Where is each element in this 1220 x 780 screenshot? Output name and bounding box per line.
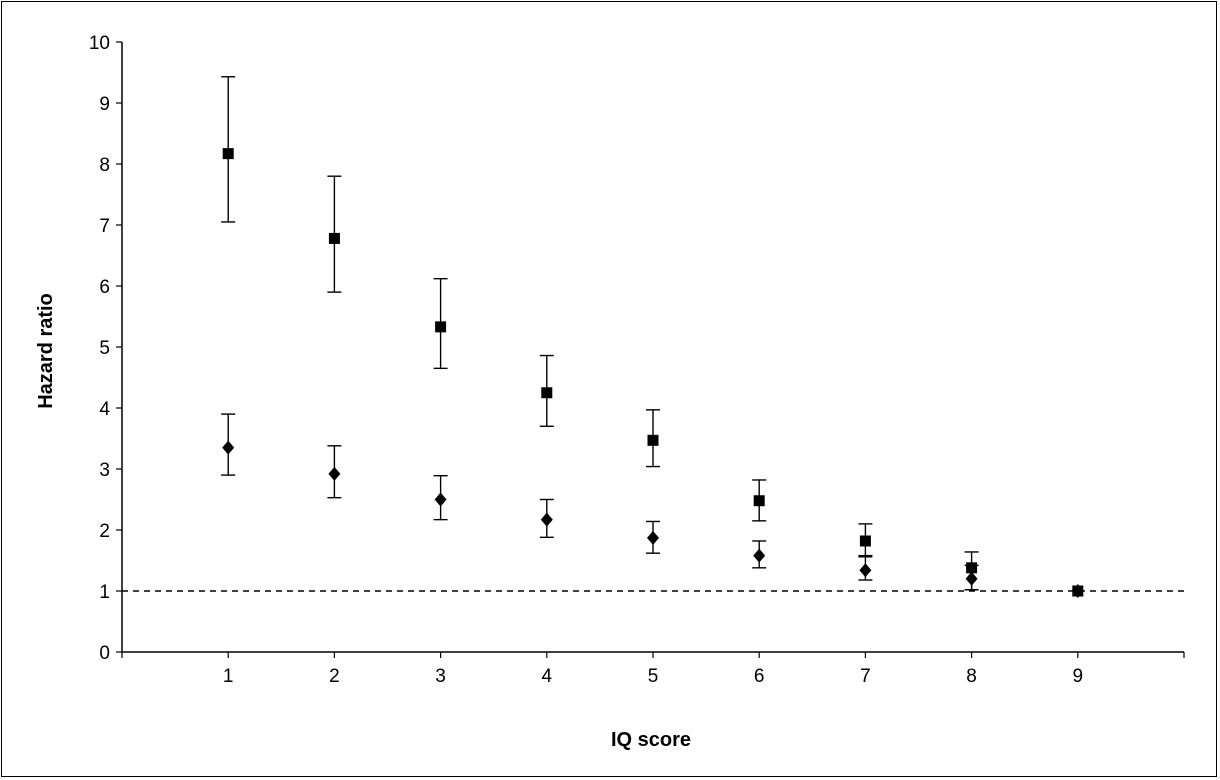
point-diamond: [434, 492, 447, 507]
point-diamond: [859, 563, 872, 578]
point-square: [328, 232, 340, 244]
y-tick-label: 10: [89, 33, 110, 54]
point-square: [435, 321, 447, 333]
y-tick-label: 6: [99, 277, 110, 298]
y-tick-label: 5: [99, 338, 110, 359]
y-tick-label: 9: [99, 94, 110, 115]
y-tick-label: 7: [99, 216, 110, 237]
point-diamond: [753, 548, 766, 563]
x-tick-label: 3: [435, 666, 446, 687]
series-layer: [221, 76, 1084, 598]
y-tick-label: 0: [99, 643, 110, 664]
x-axis-title: IQ score: [611, 729, 691, 751]
point-square: [753, 495, 765, 507]
x-tick-label: 4: [542, 666, 553, 687]
y-tick-label: 8: [99, 155, 110, 176]
y-axis-title: Hazard ratio: [35, 293, 57, 409]
x-tick-label: 5: [648, 666, 659, 687]
point-square: [859, 535, 871, 547]
y-tick-label: 4: [99, 399, 110, 420]
point-diamond: [328, 466, 341, 481]
y-tick-label: 2: [99, 521, 110, 542]
point-square: [541, 387, 553, 399]
point-square: [222, 148, 234, 160]
axes: 0 1 2 3 4 5 6 7 8 9 10 1 2 3 4 5 6 7 8 9: [89, 33, 1185, 687]
x-tick-label: 1: [223, 666, 234, 687]
y-tick-label: 3: [99, 460, 110, 481]
x-tick-label: 8: [966, 666, 977, 687]
point-diamond: [222, 440, 235, 455]
point-diamond: [1071, 584, 1084, 598]
point-diamond: [647, 530, 659, 545]
point-diamond: [540, 512, 553, 527]
series-square: [221, 76, 1084, 597]
x-tick-label: 6: [754, 666, 765, 687]
point-square: [647, 434, 659, 446]
point-diamond: [965, 571, 978, 586]
series-diamond: [221, 413, 1084, 598]
x-tick-label: 9: [1073, 666, 1084, 687]
x-tick-label: 2: [329, 666, 340, 687]
x-tick-label: 7: [860, 666, 871, 687]
y-tick-label: 1: [99, 582, 110, 603]
